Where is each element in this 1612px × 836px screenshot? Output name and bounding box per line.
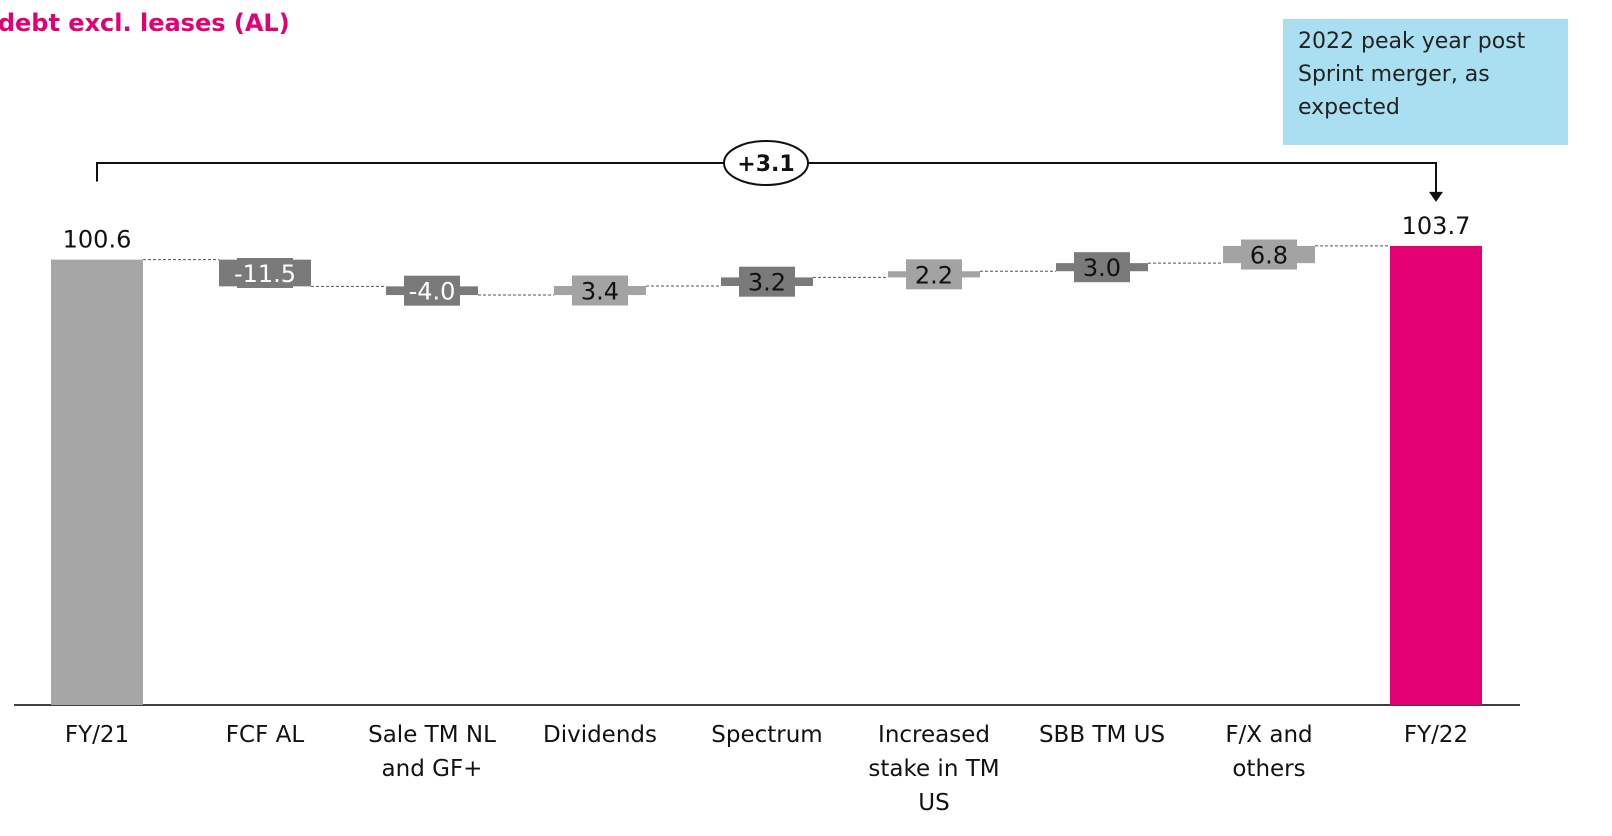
value-label: 2.2 [915, 261, 953, 289]
value-label-fy21: 100.6 [63, 226, 132, 254]
bars [14, 239, 1520, 706]
category-label: Dividends [543, 722, 657, 748]
step-label-plate [739, 266, 795, 297]
category-label: Spectrum [711, 722, 822, 748]
value-label: 3.0 [1083, 254, 1121, 282]
change-label: +3.1 [737, 152, 794, 177]
value-label: -4.0 [409, 278, 456, 306]
callout-box: 2022 peak year post Sprint merger, as ex… [1283, 19, 1568, 145]
step-label-plate [906, 259, 962, 290]
category-label: FY/22 [1404, 722, 1468, 748]
change-arrow-head [1429, 191, 1443, 202]
step-label-plate [237, 257, 293, 288]
category-label: FY/21 [65, 722, 129, 748]
category-label: F/X and others [1225, 722, 1312, 782]
change-bracket: +3.1 [96, 140, 1443, 202]
value-label: 6.8 [1250, 242, 1288, 270]
bar-fy21 [51, 259, 143, 705]
step-label-plate [1241, 239, 1297, 270]
category-label: Increased stake in TM US [868, 722, 999, 816]
step-label-plate [572, 275, 628, 306]
category-label: FCF AL [226, 722, 305, 748]
value-label-fy22: 103.7 [1402, 212, 1471, 240]
value-label: 3.4 [581, 278, 619, 306]
value-label: 3.2 [748, 269, 786, 297]
category-label: Sale TM NL and GF+ [368, 722, 496, 782]
bar-fy22 [1390, 245, 1482, 705]
connector-lines [143, 245, 1390, 296]
value-label: -11.5 [234, 260, 296, 288]
chart-title: t debt excl. leases (AL) [0, 9, 290, 37]
change-bubble [723, 140, 809, 186]
value-labels: -11.5 -4.0 3.4 3.2 2.2 3.0 6.8 100.6 103.7 [63, 212, 1471, 306]
category-labels: FY/21 FCF AL Sale TM NL and GF+ Dividends Spe… [65, 722, 1468, 816]
step-label-plate [1074, 252, 1130, 283]
step-label-plate [404, 275, 460, 306]
category-label: SBB TM US [1039, 722, 1165, 748]
